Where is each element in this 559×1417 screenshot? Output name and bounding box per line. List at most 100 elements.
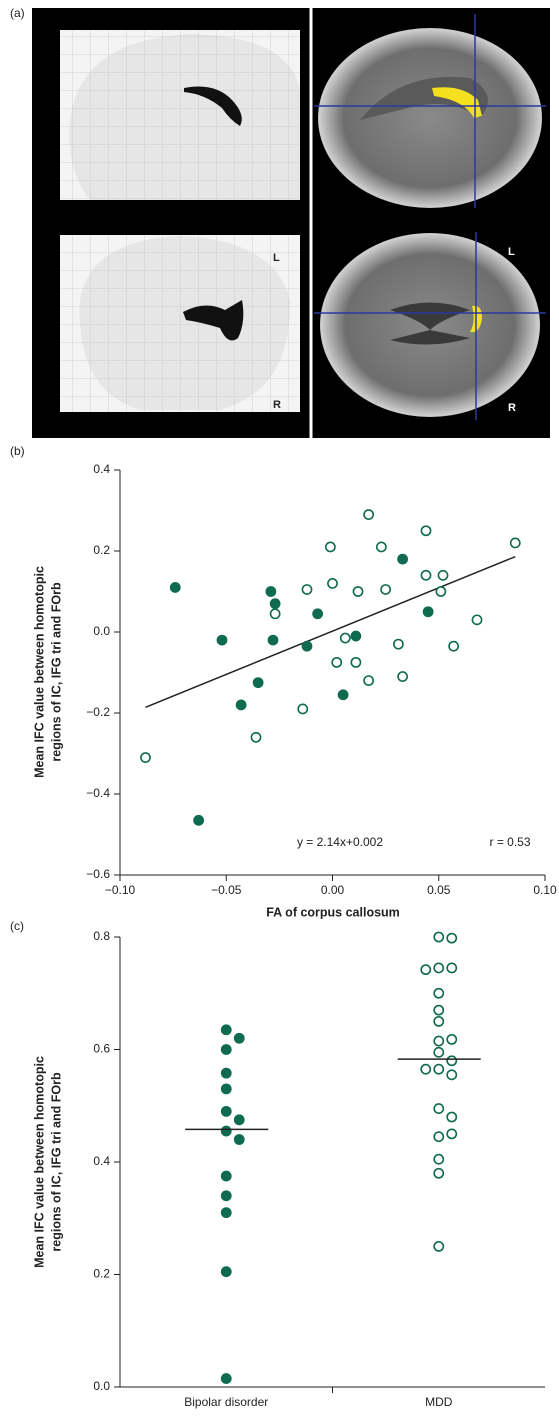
data-point bbox=[433, 931, 445, 943]
trend-line bbox=[145, 555, 516, 709]
mri-structure bbox=[360, 76, 488, 120]
data-point bbox=[233, 1032, 245, 1044]
data-point bbox=[220, 1190, 232, 1202]
data-point bbox=[252, 677, 264, 689]
y-tick-label: 0.4 bbox=[93, 462, 110, 476]
data-point bbox=[433, 1004, 445, 1016]
data-point bbox=[433, 962, 445, 974]
data-point bbox=[420, 569, 432, 581]
data-point bbox=[301, 640, 313, 652]
y-tick-label: −0.2 bbox=[86, 705, 110, 719]
x-tick-label: 0.05 bbox=[427, 883, 451, 897]
data-point bbox=[339, 632, 351, 644]
data-point bbox=[301, 584, 313, 595]
data-point bbox=[193, 814, 205, 826]
data-point bbox=[420, 525, 432, 537]
data-point bbox=[220, 1266, 232, 1278]
panel-label: (b) bbox=[10, 444, 25, 458]
data-point bbox=[471, 614, 483, 626]
data-point bbox=[375, 541, 387, 553]
y-tick-label: 0.2 bbox=[93, 1267, 110, 1281]
data-point bbox=[363, 675, 375, 686]
data-point bbox=[437, 569, 449, 581]
data-point bbox=[269, 598, 281, 610]
data-point bbox=[446, 932, 458, 944]
data-point bbox=[397, 671, 409, 682]
data-point bbox=[433, 1035, 445, 1047]
y-tick-label: −0.6 bbox=[86, 867, 110, 881]
data-point bbox=[420, 1063, 432, 1075]
activation bbox=[183, 300, 244, 341]
data-point bbox=[509, 537, 521, 549]
data-point bbox=[433, 1015, 445, 1027]
y-tick-label: 0.4 bbox=[93, 1154, 110, 1168]
y-axis-label: regions of IC, IFG tri and FOrb bbox=[49, 1072, 63, 1252]
orientation-label: R bbox=[273, 399, 281, 411]
orientation-label: L bbox=[273, 252, 280, 264]
data-point bbox=[433, 1063, 445, 1075]
data-point bbox=[446, 1128, 458, 1140]
data-point bbox=[220, 1044, 232, 1055]
data-point bbox=[433, 1153, 445, 1165]
data-point bbox=[220, 1170, 232, 1182]
data-point bbox=[169, 582, 181, 593]
data-point bbox=[331, 656, 343, 668]
panel-label: (c) bbox=[10, 919, 24, 933]
data-point bbox=[448, 640, 460, 652]
data-point bbox=[422, 606, 434, 618]
annotation: r = 0.53 bbox=[489, 835, 530, 849]
data-point bbox=[433, 1131, 445, 1143]
activation bbox=[184, 86, 242, 126]
data-point bbox=[337, 689, 349, 701]
data-point bbox=[397, 553, 409, 565]
data-point bbox=[433, 1046, 445, 1058]
x-tick-label: Bipolar disorder bbox=[184, 1395, 268, 1409]
data-point bbox=[235, 699, 247, 711]
data-point bbox=[140, 752, 151, 763]
orientation-label: L bbox=[508, 246, 515, 258]
data-point bbox=[220, 1067, 232, 1079]
grid-overlay bbox=[60, 30, 300, 200]
data-point bbox=[269, 608, 281, 620]
y-axis-label: Mean IFC value between homotopic bbox=[32, 1056, 46, 1268]
data-point bbox=[380, 584, 392, 595]
y-axis-label: regions of IC, IFG tri and FOrb bbox=[49, 582, 63, 762]
data-point bbox=[216, 634, 228, 646]
y-tick-label: −0.4 bbox=[86, 786, 110, 800]
data-point bbox=[392, 638, 404, 650]
data-point bbox=[433, 1240, 445, 1252]
mri-sagittal bbox=[318, 28, 542, 208]
data-point bbox=[433, 1167, 445, 1179]
x-tick-label: −0.10 bbox=[105, 883, 136, 897]
data-point bbox=[233, 1114, 245, 1126]
x-tick-label: −0.05 bbox=[211, 883, 242, 897]
data-point bbox=[435, 586, 447, 597]
panel-label: (a) bbox=[10, 6, 25, 20]
annotation: y = 2.14x+0.002 bbox=[297, 835, 383, 849]
data-point bbox=[446, 962, 458, 974]
data-point bbox=[265, 586, 277, 597]
y-tick-label: 0.0 bbox=[93, 624, 110, 638]
x-tick-label: 0.10 bbox=[533, 883, 557, 897]
x-axis-label: FA of corpus callosum bbox=[266, 905, 400, 919]
y-tick-label: 0.0 bbox=[93, 1379, 110, 1393]
data-point bbox=[220, 1125, 232, 1137]
orientation-label: R bbox=[508, 402, 516, 414]
data-point bbox=[420, 964, 432, 976]
y-tick-label: 0.8 bbox=[93, 929, 110, 943]
data-point bbox=[267, 634, 279, 646]
data-point bbox=[220, 1024, 232, 1036]
y-tick-label: 0.6 bbox=[93, 1042, 110, 1056]
data-point bbox=[446, 1033, 458, 1045]
data-point bbox=[233, 1134, 245, 1145]
data-point bbox=[220, 1083, 232, 1095]
activation bbox=[432, 87, 482, 118]
grid-overlay bbox=[60, 235, 300, 412]
data-point bbox=[350, 630, 362, 642]
data-point bbox=[327, 578, 338, 589]
data-point bbox=[433, 1103, 445, 1114]
data-point bbox=[446, 1111, 458, 1123]
data-point bbox=[446, 1055, 458, 1067]
